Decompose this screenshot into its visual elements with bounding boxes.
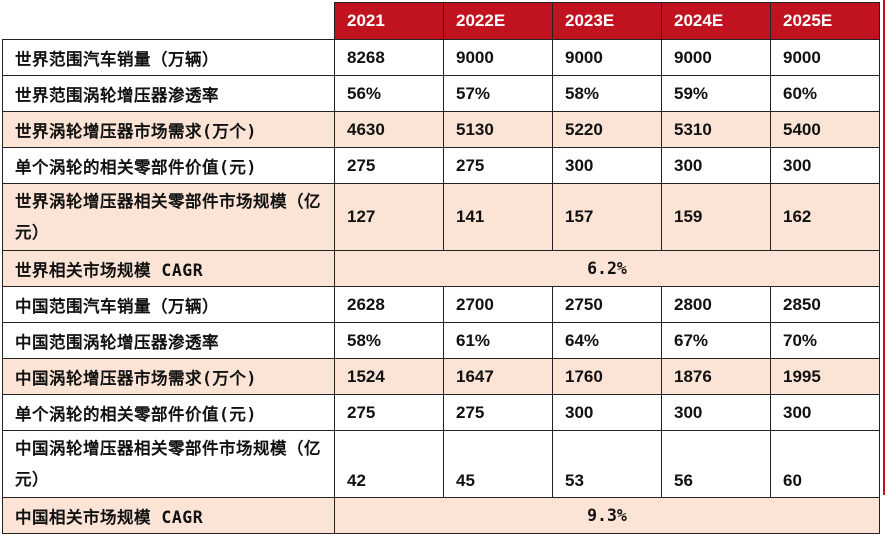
table-row: 单个涡轮的相关零部件价值(元) 275 275 300 300 300 [2, 147, 880, 184]
cell-value: 162 [770, 183, 880, 251]
cell-value: 61% [443, 322, 553, 359]
cell-value: 5400 [770, 111, 880, 148]
cell-value: 275 [334, 394, 444, 431]
cell-value: 70% [770, 322, 880, 359]
cell-value: 300 [552, 394, 662, 431]
cagr-value: 6.2% [334, 250, 880, 287]
cell-value: 275 [443, 394, 553, 431]
row-label: 中国涡轮增压器市场需求(万个) [2, 358, 335, 395]
table-row: 世界涡轮增压器相关零部件市场规模（亿元） 127 141 157 159 162 [2, 183, 880, 251]
cell-value: 141 [443, 183, 553, 251]
row-label: 世界相关市场规模 CAGR [2, 250, 335, 287]
cell-value: 1647 [443, 358, 553, 395]
cell-value: 5130 [443, 111, 553, 148]
cell-value: 127 [334, 183, 444, 251]
row-label: 中国范围涡轮增压器渗透率 [2, 322, 335, 359]
cell-value: 67% [661, 322, 771, 359]
row-label: 单个涡轮的相关零部件价值(元) [2, 394, 335, 431]
right-edge-line [883, 0, 885, 495]
table-row: 单个涡轮的相关零部件价值(元) 275 275 300 300 300 [2, 394, 880, 431]
row-label: 中国相关市场规模 CAGR [2, 497, 335, 534]
table-row: 世界范围涡轮增压器渗透率 56% 57% 58% 59% 60% [2, 75, 880, 112]
cell-value: 1524 [334, 358, 444, 395]
cell-value: 2628 [334, 286, 444, 323]
cell-value: 42 [334, 430, 444, 498]
row-label: 中国范围汽车销量（万辆） [2, 286, 335, 323]
cell-value: 5310 [661, 111, 771, 148]
cell-value: 1995 [770, 358, 880, 395]
cell-value: 2850 [770, 286, 880, 323]
table-row: 世界范围汽车销量（万辆） 8268 9000 9000 9000 9000 [2, 39, 880, 76]
cell-value: 9000 [443, 39, 553, 76]
row-label: 中国涡轮增压器相关零部件市场规模（亿元） [2, 430, 335, 498]
row-label: 单个涡轮的相关零部件价值(元) [2, 147, 335, 184]
cell-value: 4630 [334, 111, 444, 148]
cell-value: 300 [770, 394, 880, 431]
cell-value: 1876 [661, 358, 771, 395]
header-year: 2025E [770, 2, 880, 40]
header-year: 2021 [334, 2, 444, 40]
cell-value: 5220 [552, 111, 662, 148]
cell-value: 57% [443, 75, 553, 112]
cell-value: 60% [770, 75, 880, 112]
row-label: 世界范围汽车销量（万辆） [2, 39, 335, 76]
table-row: 中国范围汽车销量（万辆） 2628 2700 2750 2800 2850 [2, 286, 880, 323]
cell-value: 2700 [443, 286, 553, 323]
table-row: 世界涡轮增压器市场需求(万个) 4630 5130 5220 5310 5400 [2, 111, 880, 148]
cagr-value: 9.3% [334, 497, 880, 534]
cell-value: 53 [552, 430, 662, 498]
cell-value: 56% [334, 75, 444, 112]
row-label: 世界涡轮增压器相关零部件市场规模（亿元） [2, 183, 335, 251]
table-row: 中国涡轮增压器相关零部件市场规模（亿元） 42 45 53 56 60 [2, 430, 880, 498]
cell-value: 159 [661, 183, 771, 251]
cell-value: 60 [770, 430, 880, 498]
cell-value: 9000 [661, 39, 771, 76]
header-row: 2021 2022E 2023E 2024E 2025E [2, 2, 880, 40]
cell-value: 64% [552, 322, 662, 359]
cell-value: 58% [334, 322, 444, 359]
header-year: 2023E [552, 2, 662, 40]
cell-value: 157 [552, 183, 662, 251]
table-row: 中国相关市场规模 CAGR 9.3% [2, 497, 880, 534]
cell-value: 300 [661, 394, 771, 431]
table-row: 世界相关市场规模 CAGR 6.2% [2, 250, 880, 287]
header-year: 2022E [443, 2, 553, 40]
cell-value: 2800 [661, 286, 771, 323]
cell-value: 300 [770, 147, 880, 184]
cell-value: 275 [443, 147, 553, 184]
cell-value: 8268 [334, 39, 444, 76]
cell-value: 58% [552, 75, 662, 112]
table-row: 中国范围涡轮增压器渗透率 58% 61% 64% 67% 70% [2, 322, 880, 359]
cell-value: 45 [443, 430, 553, 498]
cell-value: 300 [552, 147, 662, 184]
cell-value: 9000 [770, 39, 880, 76]
cell-value: 300 [661, 147, 771, 184]
cell-value: 56 [661, 430, 771, 498]
cell-value: 59% [661, 75, 771, 112]
table-row: 中国涡轮增压器市场需求(万个) 1524 1647 1760 1876 1995 [2, 358, 880, 395]
row-label: 世界涡轮增压器市场需求(万个) [2, 111, 335, 148]
cell-value: 2750 [552, 286, 662, 323]
cell-value: 275 [334, 147, 444, 184]
header-corner [2, 2, 335, 40]
cell-value: 1760 [552, 358, 662, 395]
cell-value: 9000 [552, 39, 662, 76]
row-label: 世界范围涡轮增压器渗透率 [2, 75, 335, 112]
header-year: 2024E [661, 2, 771, 40]
